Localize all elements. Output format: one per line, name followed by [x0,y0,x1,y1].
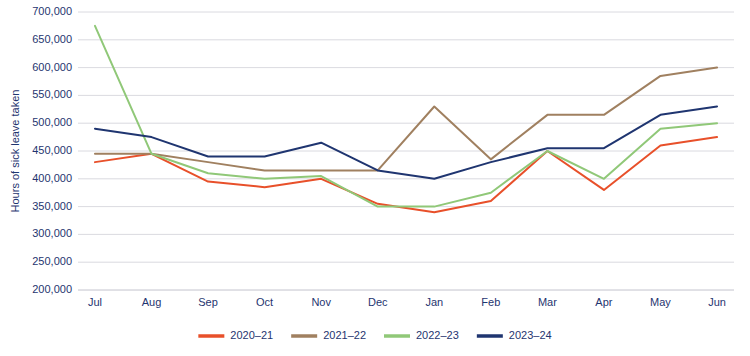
x-tick-label: Aug [142,296,162,308]
x-tick-label: Feb [481,296,500,308]
chart-container: 200,000 250,000 300,000 350,000 400,000 450,0… [0,0,750,356]
legend-item: 2023–24 [477,329,552,341]
legend-label: 2020–21 [230,329,273,341]
legend: 2020–21 2021–22 2022–23 2023–24 [198,329,551,341]
series-line [95,107,717,179]
legend-label: 2021–22 [323,329,366,341]
grid-line [78,67,734,68]
x-tick-label: Sep [198,296,218,308]
lines [95,26,717,212]
series-line [95,26,717,207]
x-tick-label: Oct [256,296,273,308]
x-tick-label: Dec [368,296,388,308]
x-tick-label: Mar [538,296,557,308]
legend-swatch [291,334,317,338]
y-tick-label: 350,000 [32,200,72,212]
legend-item: 2021–22 [291,329,366,341]
y-tick-label: 700,000 [32,5,72,17]
y-tick-label: 600,000 [32,61,72,73]
legend-item: 2022–23 [384,329,459,341]
grid [78,12,734,290]
x-axis: Jul Aug Sep Oct Nov Dec Jan Feb Mar Apr May Jun [78,290,734,308]
grid-line [78,95,734,96]
legend-swatch [198,334,224,338]
grid-line [78,178,734,179]
grid-line [78,123,734,124]
y-tick-label: 450,000 [32,144,72,156]
y-axis-label: Hours of sick leave taken [9,90,21,213]
grid-line [78,290,734,291]
legend-label: 2022–23 [416,329,459,341]
y-tick-label: 200,000 [32,283,72,295]
grid-line [78,12,734,13]
y-tick-label: 400,000 [32,172,72,184]
x-tick-label: Apr [595,296,612,308]
legend-swatch [477,334,503,338]
y-axis: 200,000 250,000 300,000 350,000 400,000 450,0… [32,5,72,295]
x-axis-line [78,290,734,291]
y-tick-label: 300,000 [32,227,72,239]
grid-line [78,262,734,263]
y-tick-label: 500,000 [32,116,72,128]
x-tick-label: Jan [425,296,443,308]
series-line [95,68,717,171]
x-tick-label: Jul [88,296,102,308]
y-tick-label: 250,000 [32,255,72,267]
x-tick-label: Nov [311,296,331,308]
legend-label: 2023–24 [509,329,552,341]
grid-line [78,234,734,235]
y-tick-label: 550,000 [32,88,72,100]
x-tick-label: May [650,296,671,308]
chart-svg: 200,000 250,000 300,000 350,000 400,000 450,0… [0,0,750,356]
y-tick-label: 650,000 [32,33,72,45]
legend-item: 2020–21 [198,329,273,341]
x-tick-label: Jun [708,296,726,308]
grid-line [78,39,734,40]
legend-swatch [384,334,410,338]
